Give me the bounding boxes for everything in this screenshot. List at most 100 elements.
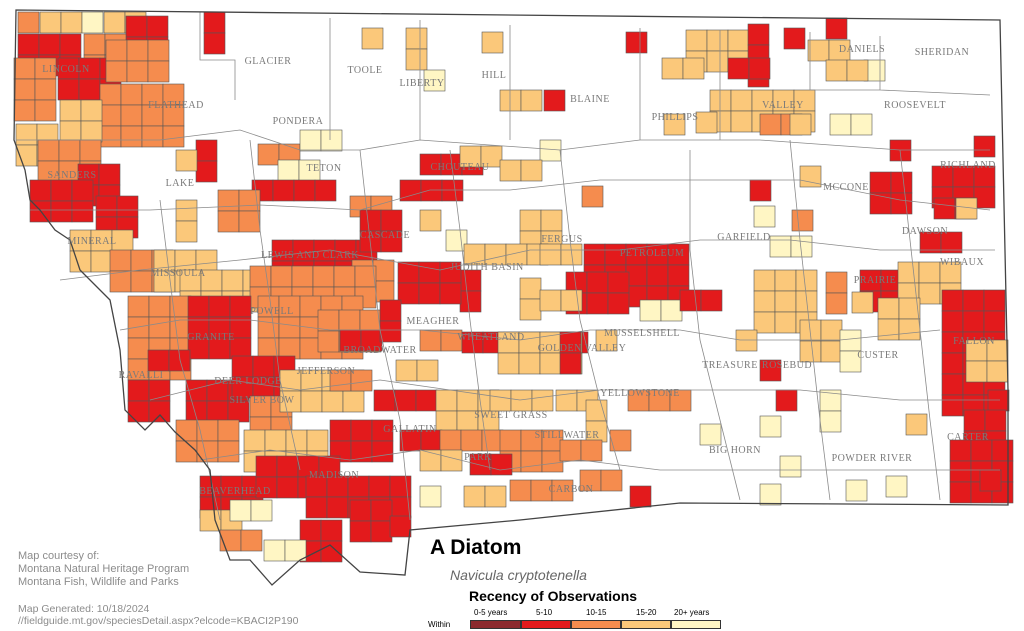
observation-cell [850, 113, 873, 136]
county-label-garfield: GARFIELD [717, 232, 770, 243]
observation-cell [509, 479, 532, 502]
generated-date: Map Generated: 10/18/2024 [18, 603, 150, 615]
observation-cell [333, 265, 356, 288]
county-label-sweet-grass: SWEET GRASS [474, 410, 547, 421]
observation-cell [440, 449, 463, 472]
observation-cell [441, 179, 464, 202]
observation-cell [519, 298, 542, 321]
observation-cell [277, 159, 300, 182]
observation-cell [625, 31, 648, 54]
observation-cell [941, 289, 964, 312]
observation-cell [379, 320, 402, 343]
observation-cell [257, 316, 280, 339]
observation-cell [240, 529, 263, 552]
observation-cell [342, 390, 365, 413]
observation-cell [13, 78, 36, 101]
observation-cell [940, 231, 963, 254]
observation-cell [607, 271, 630, 294]
observation-cell [869, 171, 892, 194]
observation-cell [819, 410, 842, 433]
observation-cell [459, 290, 482, 313]
observation-cell [539, 289, 562, 312]
county-label-beaverhead: BEAVERHEAD [199, 486, 270, 497]
observation-cell [419, 329, 442, 352]
county-label-custer: CUSTER [857, 350, 898, 361]
observation-cell [897, 261, 920, 284]
county-label-liberty: LIBERTY [399, 78, 444, 89]
observation-cell [839, 350, 862, 373]
observation-cell [519, 277, 542, 300]
observation-cell [395, 359, 418, 382]
observation-cell [484, 485, 507, 508]
county-label-ravalli: RAVALLI [119, 370, 164, 381]
observation-cell [389, 475, 412, 498]
observation-cell [13, 57, 36, 80]
county-label-carter: CARTER [947, 432, 989, 443]
observation-cell [679, 289, 702, 312]
county-label-meagher: MEAGHER [407, 316, 460, 327]
observation-cell [50, 200, 73, 223]
observation-cell [98, 163, 121, 186]
county-label-teton: TETON [306, 163, 341, 174]
observation-cell [983, 289, 1006, 312]
observation-cell [81, 11, 104, 34]
observation-cell [350, 369, 373, 392]
observation-cell [987, 389, 1010, 412]
observation-cell [299, 129, 322, 152]
observation-cell [933, 197, 956, 220]
observation-cell [317, 309, 340, 332]
species-scientific-name: Navicula cryptotenella [450, 567, 587, 583]
map-title: A Diatom [430, 536, 522, 559]
observation-cell [34, 99, 57, 122]
observation-cell [217, 419, 240, 442]
map-credits: Map courtesy of: Montana Natural Heritag… [18, 550, 189, 589]
observation-cell [435, 410, 458, 433]
observation-cell [949, 481, 972, 504]
title-block: A Diatom [430, 536, 521, 560]
observation-cell [518, 352, 541, 375]
county-label-deer-lodge: DEER LODGE [214, 376, 282, 387]
observation-cell [709, 89, 732, 112]
county-label-silver-bow: SILVER BOW [230, 395, 295, 406]
observation-cell [799, 165, 822, 188]
observation-cell [146, 15, 169, 38]
observation-cell [499, 159, 522, 182]
observation-cell [986, 360, 1009, 383]
observation-cell [789, 113, 812, 136]
observation-cell [791, 209, 814, 232]
observation-cell [759, 415, 782, 438]
county-label-fallon: FALLON [953, 336, 995, 347]
observation-cell [127, 379, 150, 402]
observation-cell [312, 265, 335, 288]
observation-cell [300, 390, 323, 413]
observation-cell [539, 243, 562, 266]
county-label-missoula: MISSOULA [150, 268, 205, 279]
observation-cell [99, 104, 122, 127]
observation-cell [418, 282, 441, 305]
observation-cell [973, 135, 996, 158]
observation-cell [349, 520, 372, 543]
observation-cell [148, 295, 171, 318]
observation-cell [17, 11, 40, 34]
observation-cell [69, 250, 92, 273]
observation-cell [293, 179, 316, 202]
observation-cell [600, 469, 623, 492]
observation-cell [646, 264, 669, 287]
observation-cell [195, 160, 218, 183]
observation-cell [103, 11, 126, 34]
observation-cell [59, 33, 82, 56]
observation-cell [38, 33, 61, 56]
observation-cell [748, 57, 771, 80]
observation-cell [779, 455, 802, 478]
observation-cell [885, 475, 908, 498]
observation-cell [175, 440, 198, 463]
observation-cell [890, 171, 913, 194]
observation-cell [460, 429, 483, 452]
observation-cell [394, 389, 417, 412]
observation-cell [685, 29, 708, 52]
observation-cell [120, 104, 143, 127]
observation-cell [730, 89, 753, 112]
observation-cell [272, 179, 295, 202]
county-label-golden-valley: GOLDEN VALLEY [538, 343, 627, 354]
county-labels: GLACIER TOOLE LIBERTY HILL BLAINE PHILLIPS VAL… [42, 44, 995, 497]
